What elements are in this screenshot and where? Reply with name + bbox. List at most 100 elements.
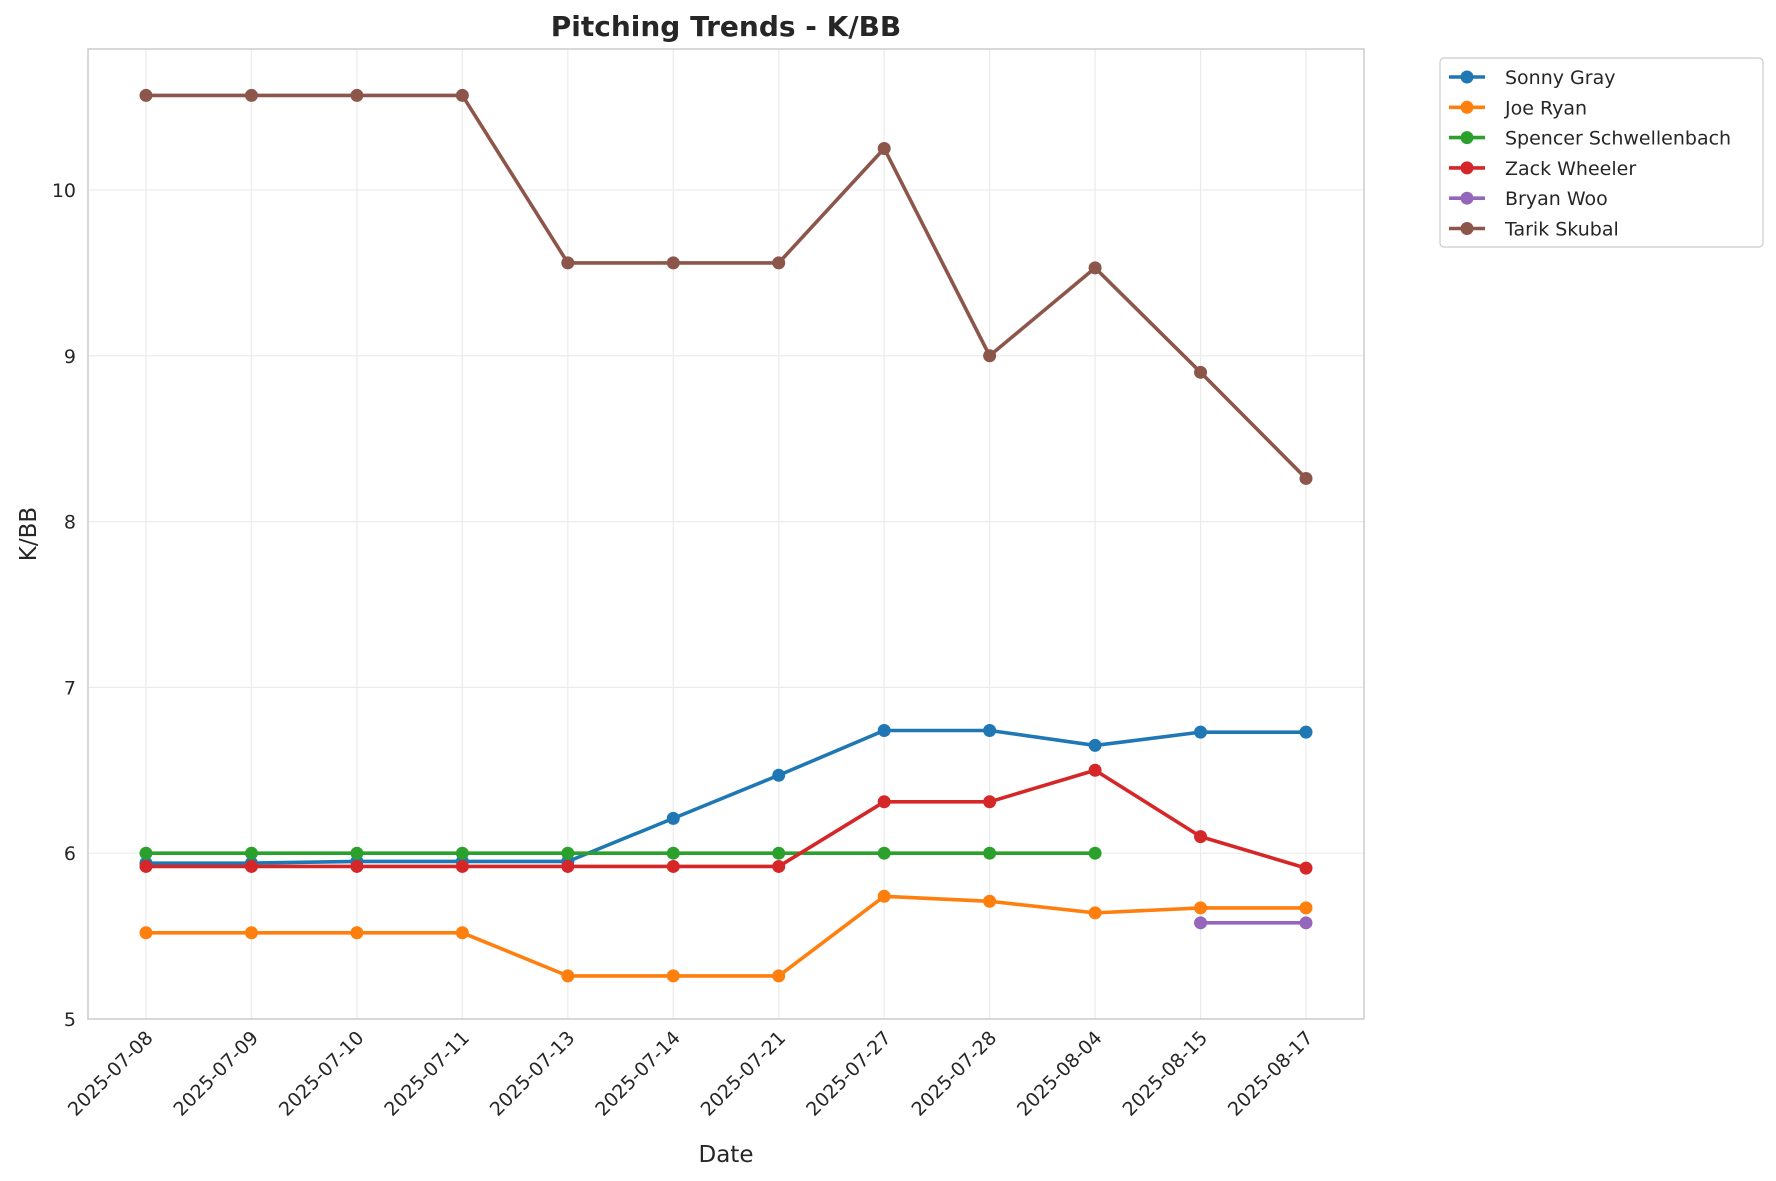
- y-tick-label: 10: [52, 180, 76, 202]
- legend-label: Zack Wheeler: [1505, 158, 1636, 180]
- data-point-tarik-skubal: [877, 141, 891, 155]
- data-point-tarik-skubal: [1088, 261, 1102, 275]
- grid-lines: [88, 49, 1364, 1020]
- x-tick-label: 2025-07-27: [802, 1027, 896, 1121]
- data-point-joe-ryan: [1088, 906, 1102, 920]
- legend-label: Joe Ryan: [1504, 97, 1587, 119]
- data-point-spencer-schwellenbach: [139, 846, 153, 860]
- data-point-spencer-schwellenbach: [666, 846, 680, 860]
- data-point-spencer-schwellenbach: [244, 846, 258, 860]
- y-axis-ticks: 5 6 7 8 9 10: [52, 180, 76, 1031]
- legend-label: Tarik Skubal: [1504, 219, 1619, 241]
- x-tick-label: 2025-07-10: [275, 1027, 369, 1121]
- x-tick-label: 2025-07-11: [380, 1027, 474, 1121]
- data-point-zack-wheeler: [666, 859, 680, 873]
- series-zack-wheeler: [139, 763, 1313, 875]
- y-tick-label: 8: [64, 512, 76, 534]
- x-axis-label: Date: [699, 1142, 754, 1168]
- legend-swatch-marker: [1460, 161, 1474, 175]
- data-point-zack-wheeler: [877, 795, 891, 809]
- data-point-zack-wheeler: [455, 859, 469, 873]
- legend-swatch-marker: [1460, 131, 1474, 145]
- data-point-sonny-gray: [1299, 725, 1313, 739]
- data-point-joe-ryan: [1194, 901, 1208, 915]
- series-lines: [139, 88, 1313, 983]
- data-point-spencer-schwellenbach: [1088, 846, 1102, 860]
- series-joe-ryan: [139, 889, 1313, 983]
- legend-label: Spencer Schwellenbach: [1505, 128, 1731, 150]
- x-tick-label: 2025-07-14: [591, 1027, 685, 1121]
- data-point-tarik-skubal: [1299, 471, 1313, 485]
- data-point-zack-wheeler: [983, 795, 997, 809]
- legend-swatch-marker: [1460, 70, 1474, 84]
- y-tick-label: 7: [64, 677, 76, 699]
- y-tick-label: 6: [64, 843, 76, 865]
- data-point-zack-wheeler: [561, 859, 575, 873]
- data-point-tarik-skubal: [983, 349, 997, 363]
- data-point-spencer-schwellenbach: [561, 846, 575, 860]
- data-point-joe-ryan: [561, 969, 575, 983]
- x-tick-label: 2025-07-13: [486, 1027, 580, 1121]
- data-point-zack-wheeler: [1194, 830, 1208, 844]
- data-point-joe-ryan: [877, 889, 891, 903]
- data-point-spencer-schwellenbach: [455, 846, 469, 860]
- data-point-tarik-skubal: [244, 88, 258, 102]
- y-axis-label: K/BB: [16, 507, 42, 561]
- data-point-joe-ryan: [139, 926, 153, 940]
- data-point-tarik-skubal: [772, 256, 786, 270]
- y-tick-label: 5: [64, 1009, 76, 1031]
- data-point-sonny-gray: [983, 723, 997, 737]
- series-bryan-woo: [1194, 916, 1313, 930]
- series-line-tarik-skubal: [144, 93, 1308, 481]
- x-tick-label: 2025-07-28: [908, 1027, 1002, 1121]
- data-point-tarik-skubal: [139, 88, 153, 102]
- data-point-joe-ryan: [983, 894, 997, 908]
- data-point-joe-ryan: [1299, 901, 1313, 915]
- data-point-tarik-skubal: [561, 256, 575, 270]
- legend-label: Bryan Woo: [1505, 188, 1608, 210]
- data-point-joe-ryan: [666, 969, 680, 983]
- data-point-sonny-gray: [772, 768, 786, 782]
- legend-item-joe-ryan: Joe Ryan: [1449, 97, 1587, 119]
- data-point-tarik-skubal: [1194, 365, 1208, 379]
- legend-swatch-marker: [1460, 222, 1474, 235]
- legend-label: Sonny Gray: [1505, 67, 1615, 89]
- data-point-zack-wheeler: [772, 859, 786, 873]
- data-point-zack-wheeler: [350, 859, 364, 873]
- data-point-bryan-woo: [1194, 916, 1208, 930]
- series-line-sonny-gray: [144, 728, 1308, 865]
- x-tick-label: 2025-08-04: [1013, 1027, 1107, 1121]
- data-point-sonny-gray: [666, 811, 680, 825]
- data-point-bryan-woo: [1299, 916, 1313, 930]
- chart-title: Pitching Trends - K/BB: [551, 10, 902, 43]
- data-point-joe-ryan: [772, 969, 786, 983]
- legend-swatch-marker: [1460, 191, 1474, 205]
- series-tarik-skubal: [139, 88, 1313, 485]
- series-line-zack-wheeler: [144, 768, 1308, 870]
- x-tick-label: 2025-08-15: [1118, 1027, 1212, 1121]
- legend-item-bryan-woo: Bryan Woo: [1449, 188, 1608, 210]
- data-point-sonny-gray: [877, 723, 891, 737]
- data-point-tarik-skubal: [350, 88, 364, 102]
- x-tick-label: 2025-07-09: [169, 1027, 263, 1121]
- data-point-zack-wheeler: [1088, 763, 1102, 777]
- plot-frame: [87, 48, 1365, 1020]
- series-line-joe-ryan: [144, 894, 1308, 978]
- legend-item-tarik-skubal: Tarik Skubal: [1449, 219, 1619, 241]
- legend-swatch-marker: [1460, 100, 1474, 114]
- x-tick-label: 2025-07-08: [64, 1027, 158, 1121]
- data-point-zack-wheeler: [1299, 861, 1313, 875]
- legend-item-zack-wheeler: Zack Wheeler: [1449, 158, 1636, 180]
- legend-box: [1439, 57, 1764, 248]
- data-point-joe-ryan: [244, 926, 258, 940]
- legend-item-spencer-schwellenbach: Spencer Schwellenbach: [1449, 128, 1731, 150]
- legend-item-sonny-gray: Sonny Gray: [1449, 67, 1615, 89]
- data-point-sonny-gray: [1194, 725, 1208, 739]
- y-tick-label: 9: [64, 346, 76, 368]
- series-spencer-schwellenbach: [139, 846, 1102, 860]
- data-point-spencer-schwellenbach: [983, 846, 997, 860]
- data-point-tarik-skubal: [455, 88, 469, 102]
- data-point-spencer-schwellenbach: [772, 846, 786, 860]
- data-point-zack-wheeler: [244, 859, 258, 873]
